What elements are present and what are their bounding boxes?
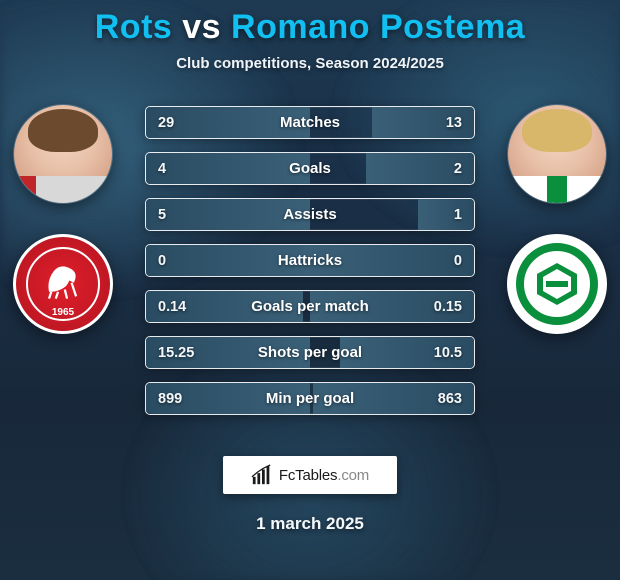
stat-label: Shots per goal [258, 344, 362, 361]
stat-value-right: 1 [454, 207, 462, 223]
stat-bar: 5 1 Assists [145, 198, 475, 231]
stat-value-left: 899 [158, 391, 182, 407]
stat-value-left: 5 [158, 207, 166, 223]
stat-value-right: 863 [438, 391, 462, 407]
stat-bar: 0.14 0.15 Goals per match [145, 290, 475, 323]
comparison-infographic: Rots vs Romano Postema Club competitions… [0, 0, 620, 580]
comparison-area: 1965 2913Matches42Goal [10, 100, 610, 432]
content-layer: Rots vs Romano Postema Club competitions… [10, 8, 610, 534]
player2-portrait [507, 104, 607, 204]
stat-value-left: 15.25 [158, 345, 194, 361]
vs-text: vs [182, 8, 221, 46]
horse-icon [40, 258, 85, 303]
player1-portrait [13, 104, 113, 204]
stat-value-right: 2 [454, 161, 462, 177]
stat-label: Hattricks [278, 252, 342, 269]
page-title: Rots vs Romano Postema [10, 8, 610, 47]
player2-club-badge [507, 234, 607, 334]
stat-label: Goals [289, 160, 331, 177]
player1-club-badge: 1965 [13, 234, 113, 334]
stat-label: Assists [283, 206, 336, 223]
player1-name: Rots [95, 8, 173, 46]
stat-bar: 29 13 Matches [145, 106, 475, 139]
stat-value-right: 0.15 [434, 299, 462, 315]
stat-label: Matches [280, 114, 340, 131]
stat-value-left: 29 [158, 115, 174, 131]
stat-bars: 29 13 Matches 4 2 Goals 5 1 Assists 0 0 Hattricks 0.… [145, 106, 475, 415]
stat-value-right: 0 [454, 253, 462, 269]
stat-bar: 4 2 Goals [145, 152, 475, 185]
stat-label: Goals per match [251, 298, 369, 315]
stat-value-right: 13 [446, 115, 462, 131]
stat-label: Min per goal [266, 390, 354, 407]
stat-bar: 15.25 10.5 Shots per goal [145, 336, 475, 369]
hexagon-icon [532, 259, 582, 309]
footer-date: 1 march 2025 [10, 514, 610, 534]
player2-side [502, 100, 612, 334]
stat-bar: 899 863 Min per goal [145, 382, 475, 415]
stat-bar: 0 0 Hattricks [145, 244, 475, 277]
stat-value-right: 10.5 [434, 345, 462, 361]
brand-domain: .com [337, 467, 369, 484]
club-founding-year: 1965 [16, 307, 110, 318]
brand-chart-icon [251, 464, 273, 486]
subtitle: Club competitions, Season 2024/2025 [10, 55, 610, 72]
brand-badge[interactable]: FcTables.com [223, 456, 397, 494]
brand-text: FcTables.com [279, 467, 369, 484]
player2-name: Romano Postema [231, 8, 525, 46]
brand-name: FcTables [279, 467, 337, 484]
player1-side: 1965 [8, 100, 118, 334]
stat-value-left: 0.14 [158, 299, 186, 315]
stat-value-left: 4 [158, 161, 166, 177]
stat-value-left: 0 [158, 253, 166, 269]
